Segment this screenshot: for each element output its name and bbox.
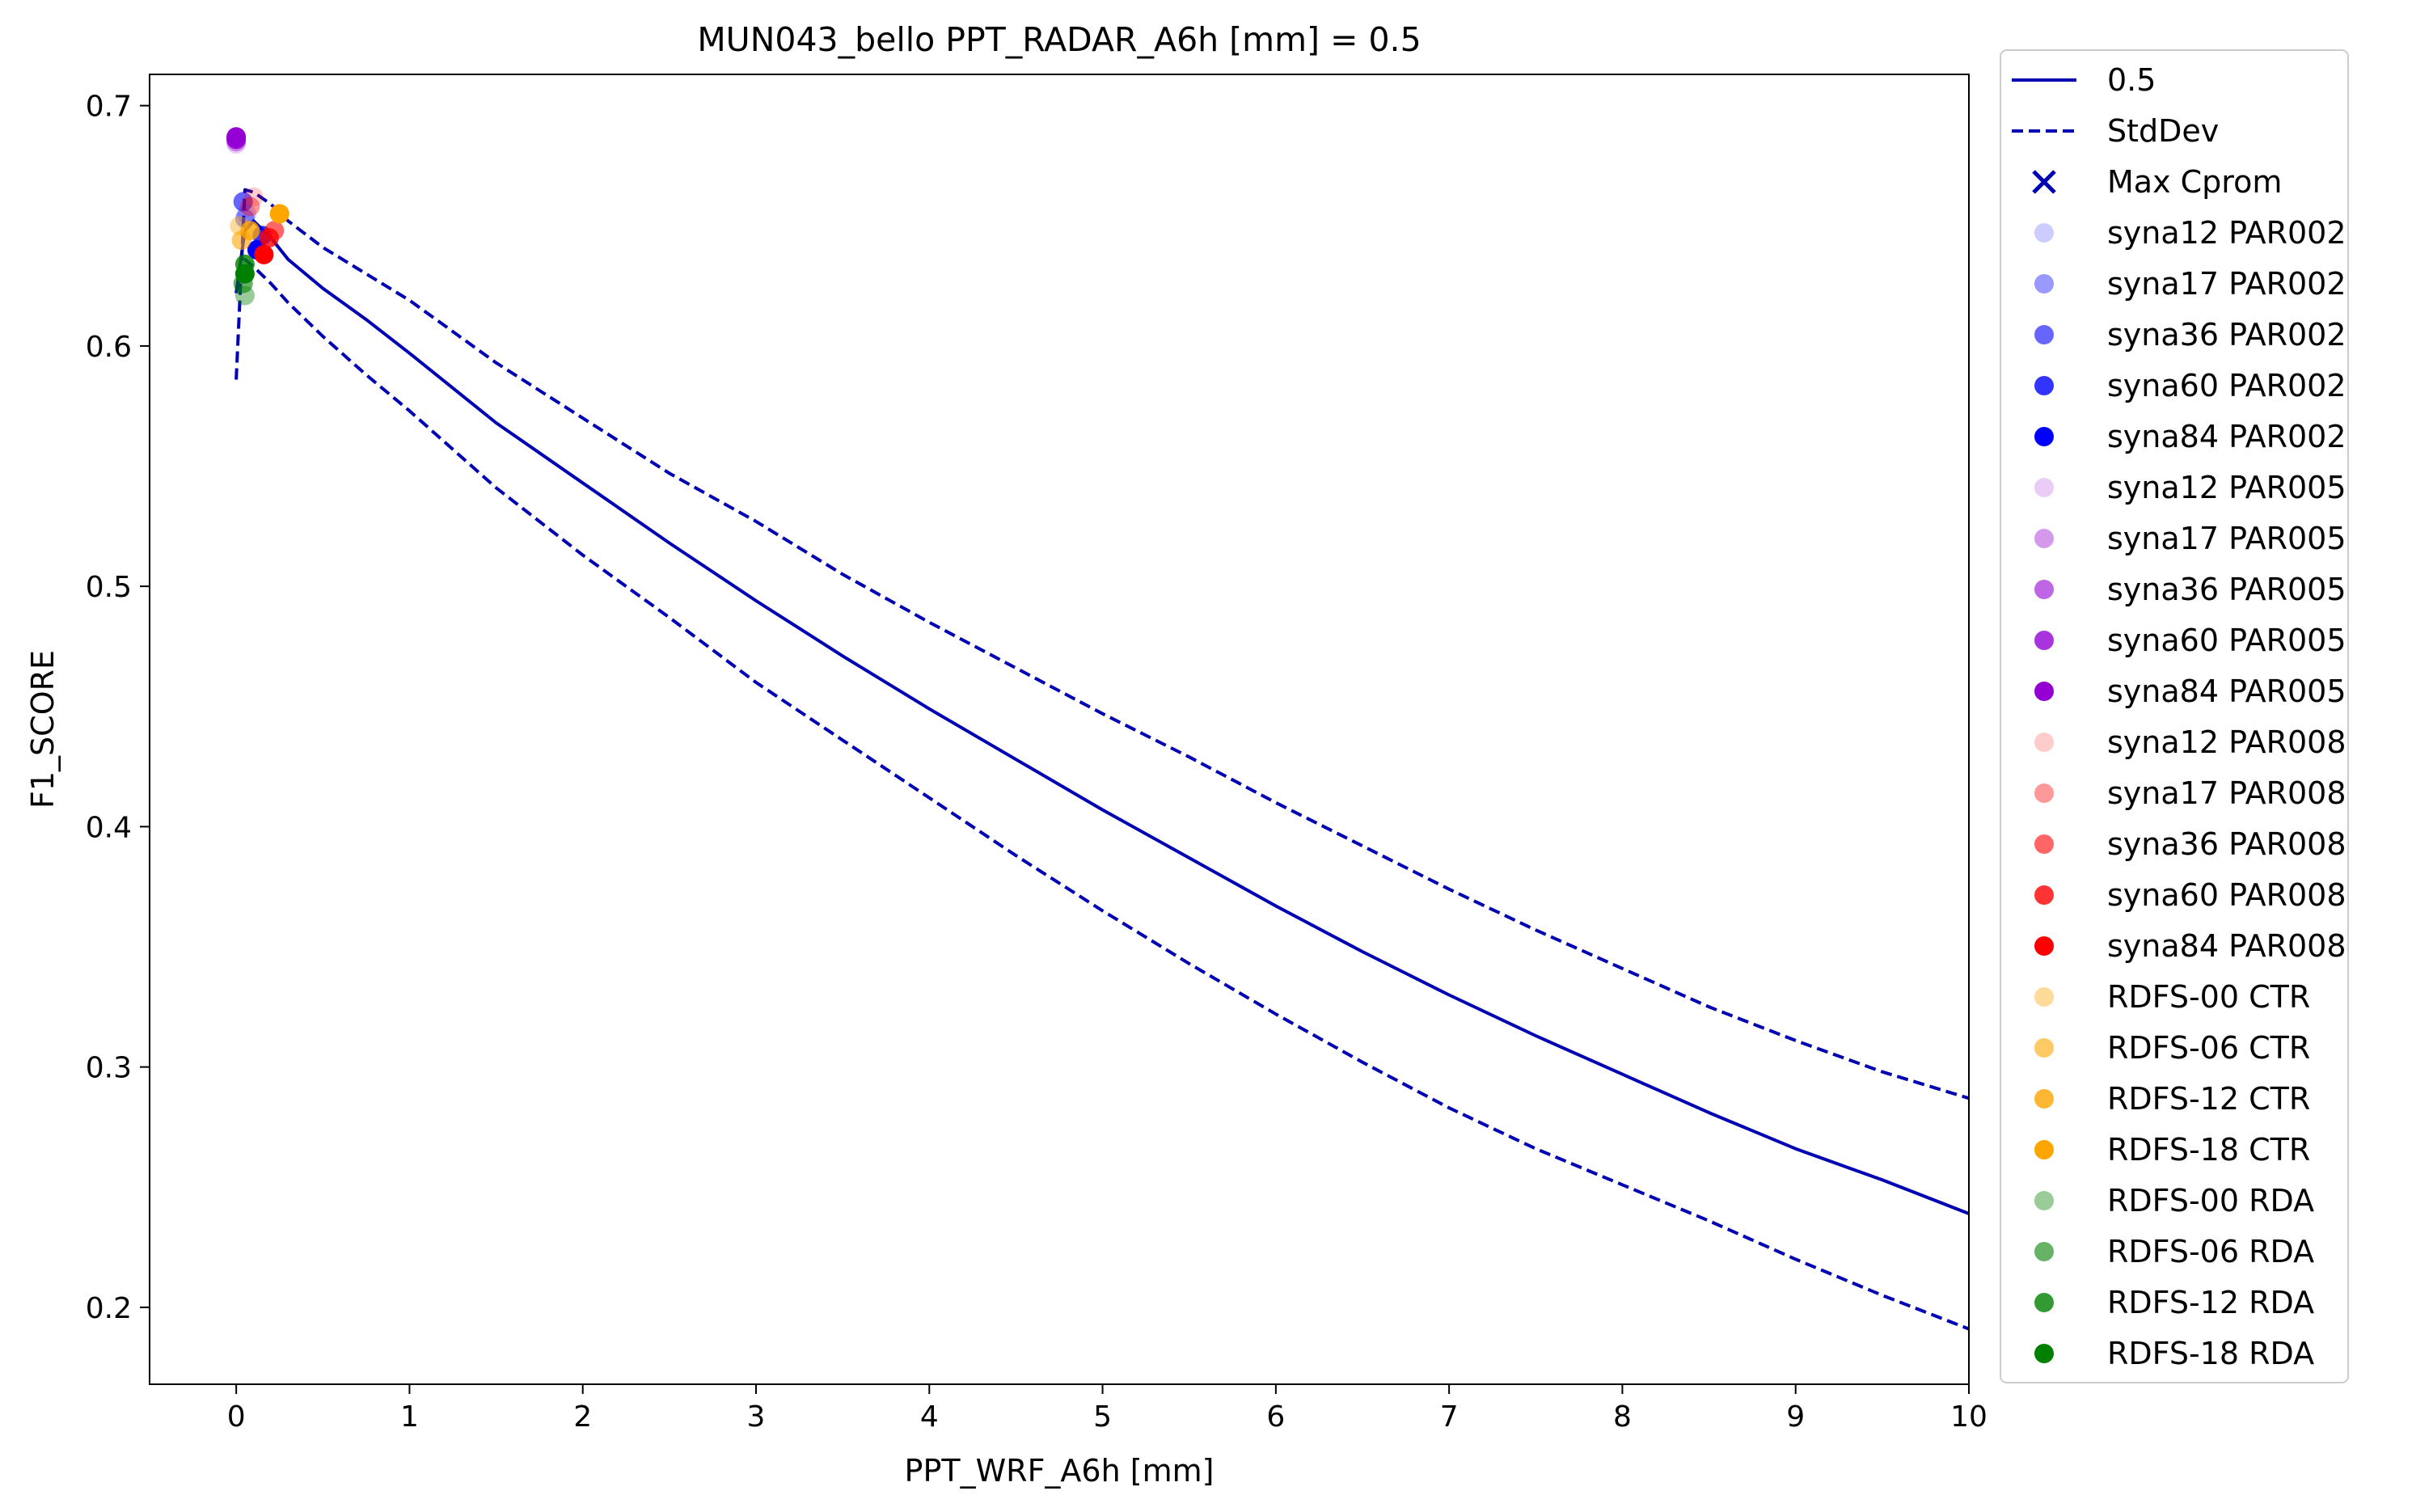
legend-label-rdfs-12-ctr: RDFS-12 CTR — [2107, 1081, 2310, 1117]
legend-swatch-rdfs-12-ctr — [2034, 1089, 2054, 1109]
legend-label-syna17-par008: syna17 PAR008 — [2107, 775, 2347, 811]
legend-label-syna36-par008: syna36 PAR008 — [2107, 826, 2347, 862]
legend-swatch-syna17-par002 — [2034, 274, 2054, 294]
x-tick-label: 3 — [747, 1400, 766, 1434]
legend-swatch-max-cprom — [2032, 170, 2056, 194]
x-axis: 0 1 2 3 4 5 6 7 8 9 10 — [227, 1384, 1987, 1434]
scatter-point-rdfs-12-ctr — [240, 221, 260, 241]
legend-swatch-syna36-par005 — [2034, 580, 2054, 599]
legend-label-syna12-par005: syna12 PAR005 — [2107, 470, 2347, 505]
scatter-point-rdfs-18-ctr — [269, 204, 289, 224]
legend-label-syna84-par002: syna84 PAR002 — [2107, 419, 2347, 454]
x-tick-label: 1 — [400, 1400, 419, 1434]
legend-label-rdfs-06-ctr: RDFS-06 CTR — [2107, 1030, 2310, 1066]
series-line-stddev-2 — [234, 257, 1970, 1331]
scatter-point-syna60-par008 — [259, 228, 279, 248]
legend-label-syna17-par005: syna17 PAR005 — [2107, 521, 2347, 556]
x-tick-label: 4 — [920, 1400, 939, 1434]
x-tick-label: 2 — [573, 1400, 592, 1434]
series-line-mean-0 — [234, 219, 1970, 1215]
legend-swatch-syna36-par002 — [2034, 325, 2054, 344]
legend-label-syna12-par002: syna12 PAR002 — [2107, 215, 2347, 251]
legend-swatch-syna60-par008 — [2034, 885, 2054, 905]
chart-title: MUN043_bello PPT_RADAR_A6h [mm] = 0.5 — [697, 20, 1421, 59]
legend-swatch-syna60-par002 — [2034, 376, 2054, 395]
legend-swatch-syna84-par002 — [2034, 427, 2054, 446]
legend-label-stddev: StdDev — [2107, 113, 2219, 149]
x-tick-label: 7 — [1440, 1400, 1459, 1434]
legend-swatch-syna12-par005 — [2034, 478, 2054, 497]
x-tick-label: 8 — [1613, 1400, 1632, 1434]
legend-swatch-rdfs-12-rda — [2034, 1293, 2054, 1312]
legend-label-0-5: 0.5 — [2107, 62, 2156, 98]
y-tick-label: 0.2 — [86, 1292, 132, 1325]
plot-area — [226, 127, 1970, 1331]
legend-label-rdfs-06-rda: RDFS-06 RDA — [2107, 1234, 2314, 1269]
legend-label-syna36-par002: syna36 PAR002 — [2107, 317, 2347, 353]
y-axis-label: F1_SCORE — [25, 650, 61, 809]
legend-swatch-rdfs-18-rda — [2034, 1344, 2054, 1363]
legend-label-syna60-par002: syna60 PAR002 — [2107, 368, 2347, 403]
legend-label-rdfs-18-rda: RDFS-18 RDA — [2107, 1336, 2314, 1371]
legend-label-rdfs-00-ctr: RDFS-00 CTR — [2107, 979, 2310, 1015]
legend: 0.5 StdDev Max Cprom syna12 PAR002 syna17 PA… — [2000, 49, 2349, 1383]
legend-swatch-syna12-par008 — [2034, 733, 2054, 752]
legend-swatch-syna36-par008 — [2034, 834, 2054, 854]
y-axis: 0.2 0.3 0.4 0.5 0.6 0.7 — [86, 91, 150, 1325]
legend-swatch-rdfs-06-rda — [2034, 1242, 2054, 1261]
scatter-point-syna84-par008 — [254, 244, 274, 264]
scatter-point-rdfs-18-rda — [234, 264, 255, 284]
legend-swatch-syna17-par005 — [2034, 529, 2054, 548]
x-tick-label: 0 — [227, 1400, 246, 1434]
legend-label-rdfs-00-rda: RDFS-00 RDA — [2107, 1183, 2314, 1218]
x-tick-label: 5 — [1093, 1400, 1112, 1434]
legend-label-max-cprom: Max Cprom — [2107, 164, 2282, 200]
legend-swatch-rdfs-06-ctr — [2034, 1038, 2054, 1058]
series-line-stddev-1 — [234, 188, 1970, 1100]
x-tick-label: 6 — [1266, 1400, 1285, 1434]
legend-frame — [2000, 49, 2349, 1383]
legend-swatch-syna17-par008 — [2034, 783, 2054, 803]
y-tick-label: 0.4 — [86, 811, 132, 844]
legend-swatch-syna84-par008 — [2034, 936, 2054, 956]
legend-label-syna17-par002: syna17 PAR002 — [2107, 266, 2347, 302]
legend-swatch-rdfs-00-ctr — [2034, 987, 2054, 1007]
scatter-point-syna12-par008 — [243, 187, 264, 207]
y-tick-label: 0.6 — [86, 331, 132, 364]
y-tick-label: 0.5 — [86, 571, 132, 604]
legend-swatch-syna60-par005 — [2034, 631, 2054, 650]
legend-label-syna84-par008: syna84 PAR008 — [2107, 928, 2347, 964]
y-tick-label: 0.3 — [86, 1052, 132, 1085]
legend-label-rdfs-18-ctr: RDFS-18 CTR — [2107, 1132, 2310, 1168]
x-tick-label: 9 — [1786, 1400, 1805, 1434]
x-axis-label: PPT_WRF_A6h [mm] — [905, 1453, 1214, 1489]
legend-swatch-rdfs-00-rda — [2034, 1191, 2054, 1210]
legend-label-syna60-par005: syna60 PAR005 — [2107, 623, 2347, 658]
legend-label-syna36-par005: syna36 PAR005 — [2107, 572, 2347, 607]
legend-swatch-syna12-par002 — [2034, 223, 2054, 243]
plot-frame — [149, 74, 1970, 1385]
legend-label-rdfs-12-rda: RDFS-12 RDA — [2107, 1285, 2314, 1320]
legend-label-syna12-par008: syna12 PAR008 — [2107, 724, 2347, 760]
scatter-point-syna84-par005 — [226, 127, 247, 147]
legend-label-syna84-par005: syna84 PAR005 — [2107, 674, 2347, 709]
legend-swatch-rdfs-18-ctr — [2034, 1140, 2054, 1159]
legend-label-syna60-par008: syna60 PAR008 — [2107, 877, 2347, 913]
x-tick-label: 10 — [1950, 1400, 1987, 1434]
scatter-point-syna36-par002 — [233, 192, 253, 212]
scatter-point-syna17-par008 — [240, 196, 260, 217]
legend-swatch-syna84-par005 — [2034, 682, 2054, 701]
y-tick-label: 0.7 — [86, 91, 132, 124]
